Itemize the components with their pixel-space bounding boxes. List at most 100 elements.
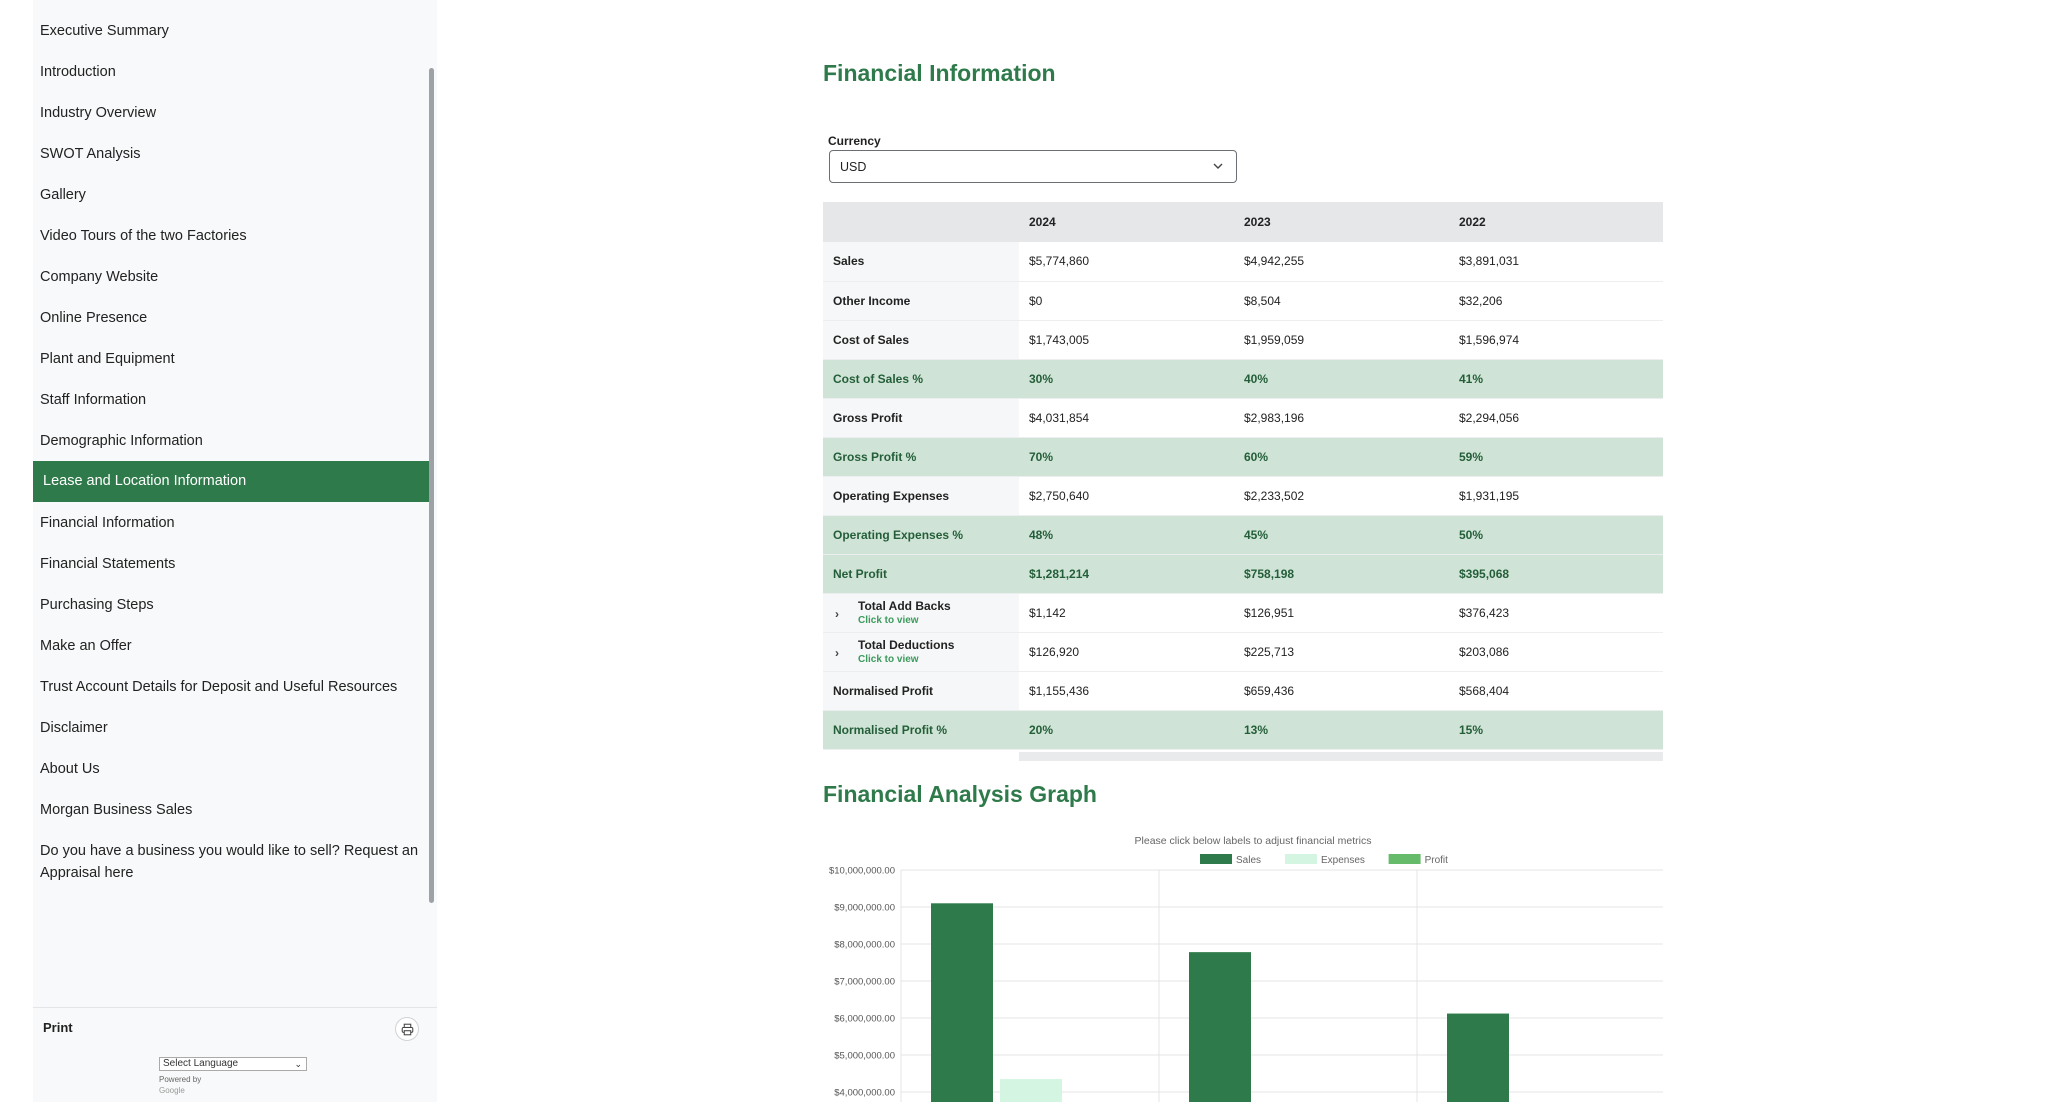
sidebar-item-gallery[interactable]: Gallery: [40, 187, 86, 203]
table-cell: 59%: [1449, 437, 1663, 476]
bar-sales: [931, 903, 993, 1102]
table-row-label: Sales: [823, 242, 1019, 281]
table-cell: $1,743,005: [1029, 332, 1090, 347]
currency-select-value: USD: [840, 160, 867, 174]
table-header-2024: 2024: [1019, 202, 1234, 242]
chevron-right-icon[interactable]: ›: [835, 606, 839, 621]
table-cell: $0: [1029, 293, 1043, 308]
row-title: Total Deductions: [858, 638, 955, 652]
click-to-view-link[interactable]: Click to view: [858, 654, 919, 665]
table-row-label[interactable]: › Total Deductions Click to view: [823, 632, 1019, 671]
sidebar-item-purchasing-steps[interactable]: Purchasing Steps: [40, 597, 154, 613]
table-cell: $2,294,056: [1459, 410, 1520, 425]
sidebar-item-morgan-business-sales[interactable]: Morgan Business Sales: [40, 802, 193, 818]
table-cell: $126,920: [1029, 644, 1080, 659]
currency-label: Currency: [828, 134, 881, 148]
table-cell: $203,086: [1459, 644, 1510, 659]
table-row[interactable]: › Total Deductions Click to view $126,920 $2…: [823, 632, 1663, 671]
table-row-label[interactable]: › Total Add Backs Click to view: [823, 593, 1019, 632]
table-horizontal-scrollbar[interactable]: [1019, 752, 1663, 761]
table-cell: 50%: [1449, 515, 1663, 554]
financial-table: 2024 2023 2022 Sales $5,774,860 $4,942,255…: [823, 202, 1663, 750]
sidebar-item-plant-and-equipment[interactable]: Plant and Equipment: [40, 351, 175, 367]
graph-title: Financial Analysis Graph: [823, 781, 1097, 807]
table-cell: $1,596,974: [1459, 332, 1520, 347]
table-cell: $126,951: [1244, 605, 1295, 620]
table-cell: $1,959,059: [1244, 332, 1305, 347]
sidebar-item-disclaimer[interactable]: Disclaimer: [40, 720, 108, 736]
table-row-label: Normalised Profit %: [823, 710, 1019, 749]
table-header-2022: 2022: [1449, 202, 1663, 242]
table-cell: 20%: [1019, 710, 1234, 749]
table-cell: $4,031,854: [1029, 410, 1090, 425]
sidebar-item-company-website[interactable]: Company Website: [40, 269, 159, 285]
sidebar-item-financial-statements[interactable]: Financial Statements: [40, 556, 176, 572]
table-cell: $376,423: [1459, 605, 1510, 620]
sidebar-nav: Executive Summary Introduction Industry Ov…: [33, 0, 437, 1102]
table-header-2023: 2023: [1234, 202, 1449, 242]
table-cell: $2,983,196: [1244, 410, 1305, 425]
table-cell: $3,891,031: [1459, 254, 1520, 269]
table-cell: $1,155,436: [1029, 683, 1090, 698]
sidebar-item-introduction[interactable]: Introduction: [40, 64, 116, 80]
sidebar-scrollbar[interactable]: [429, 68, 434, 903]
print-icon[interactable]: [395, 1017, 419, 1041]
click-to-view-link[interactable]: Click to view: [858, 615, 919, 626]
y-tick-label: $5,000,000.00: [834, 1051, 895, 1062]
currency-select[interactable]: USD: [829, 150, 1237, 183]
sidebar-item-swot-analysis[interactable]: SWOT Analysis: [40, 146, 141, 162]
chevron-down-icon: [1212, 159, 1224, 177]
table-row[interactable]: › Total Add Backs Click to view $1,142 $126,…: [823, 593, 1663, 632]
table-cell: $1,142: [1029, 605, 1066, 620]
sidebar-item-online-presence[interactable]: Online Presence: [40, 310, 148, 326]
language-select[interactable]: Select Language ⌄: [159, 1057, 307, 1071]
sidebar-item-financial-information[interactable]: Financial Information: [40, 515, 175, 531]
page-title: Financial Information: [823, 60, 1056, 86]
legend-label-profit[interactable]: Profit: [1425, 855, 1449, 866]
table-cell: $2,233,502: [1244, 488, 1305, 503]
bar-sales: [1447, 1013, 1509, 1102]
table-cell: $1,281,214: [1019, 554, 1234, 593]
sidebar-item-make-an-offer[interactable]: Make an Offer: [40, 638, 132, 654]
powered-by-text: Powered by: [159, 1075, 202, 1084]
table-row: Operating Expenses % 48% 45% 50%: [823, 515, 1663, 554]
sidebar-item-lease-and-location-information[interactable]: Lease and Location Information: [33, 461, 431, 502]
table-cell: $5,774,860: [1029, 254, 1090, 269]
table-header-row: 2024 2023 2022: [823, 202, 1663, 242]
table-row-label: Cost of Sales %: [823, 359, 1019, 398]
sidebar-item-demographic-information[interactable]: Demographic Information: [40, 433, 203, 449]
table-row: Sales $5,774,860 $4,942,255 $3,891,031: [823, 242, 1663, 281]
row-title: Total Add Backs: [858, 599, 951, 613]
sidebar-item-executive-summary[interactable]: Executive Summary: [40, 23, 169, 39]
print-label: Print: [43, 1020, 73, 1035]
table-cell: 30%: [1019, 359, 1234, 398]
table-cell: 41%: [1449, 359, 1663, 398]
legend-label-expenses[interactable]: Expenses: [1321, 855, 1365, 866]
table-row: Normalised Profit $1,155,436 $659,436 $568,…: [823, 671, 1663, 710]
table-cell: 45%: [1234, 515, 1449, 554]
table-cell: 15%: [1449, 710, 1663, 749]
y-tick-label: $10,000,000.00: [829, 866, 895, 877]
bar-expenses: [1000, 1079, 1062, 1102]
table-cell: $1,931,195: [1459, 488, 1520, 503]
sidebar-item-about-us[interactable]: About Us: [40, 761, 100, 777]
table-cell: $758,198: [1234, 554, 1449, 593]
table-row: Cost of Sales $1,743,005 $1,959,059 $1,596,…: [823, 320, 1663, 359]
sidebar-item-video-tours-of-the-two-factories[interactable]: Video Tours of the two Factories: [40, 228, 247, 244]
table-cell: $225,713: [1244, 644, 1295, 659]
table-cell: $2,750,640: [1029, 488, 1090, 503]
print-bar: Print: [33, 1007, 437, 1048]
sidebar-item-do-you-have-a-business-you-would-like-to[interactable]: Do you have a business you would like to…: [40, 843, 419, 881]
table-cell: $659,436: [1244, 683, 1295, 698]
sidebar-item-trust-account-details-for-deposit-and-us[interactable]: Trust Account Details for Deposit and Us…: [40, 679, 398, 695]
sidebar-item-industry-overview[interactable]: Industry Overview: [40, 105, 157, 121]
legend-label-sales[interactable]: Sales: [1236, 855, 1261, 866]
table-row-label: Cost of Sales: [823, 320, 1019, 359]
y-tick-label: $8,000,000.00: [834, 940, 895, 951]
table-row-label: Operating Expenses: [823, 476, 1019, 515]
chevron-right-icon[interactable]: ›: [835, 645, 839, 660]
table-cell: $4,942,255: [1244, 254, 1305, 269]
sidebar-item-staff-information[interactable]: Staff Information: [40, 392, 147, 408]
table-cell: 40%: [1234, 359, 1449, 398]
table-cell: 60%: [1234, 437, 1449, 476]
